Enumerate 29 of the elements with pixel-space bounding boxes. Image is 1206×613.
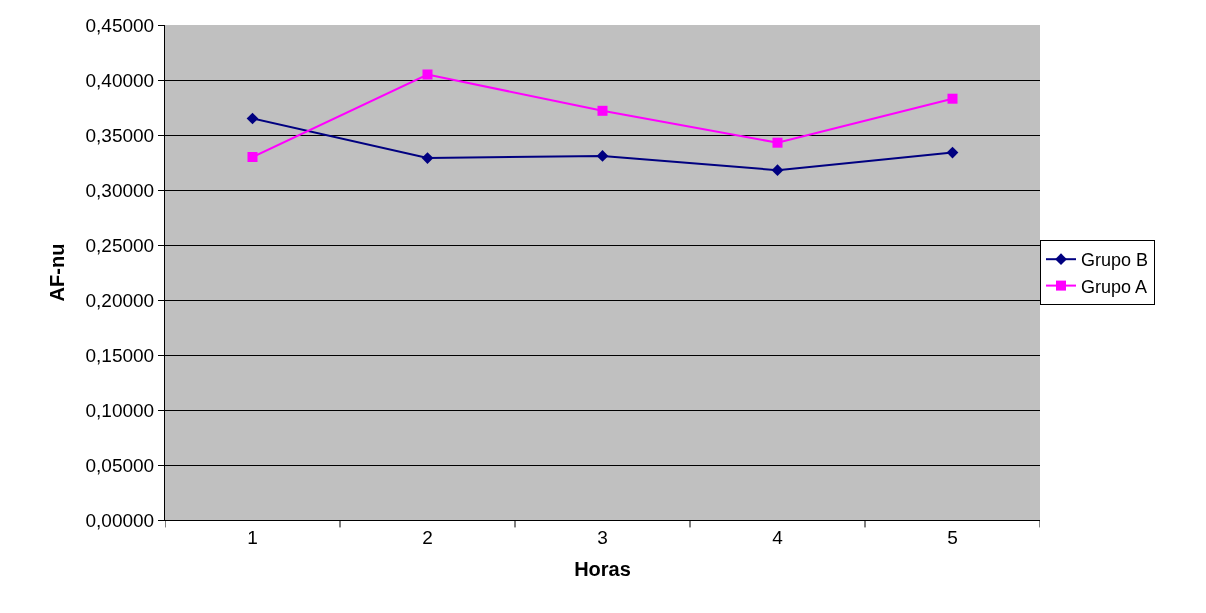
y-tick-label: 0,20000	[85, 289, 155, 311]
point	[246, 112, 259, 125]
y-tick-label: 0,25000	[85, 234, 155, 256]
x-tick-label: 1	[247, 526, 258, 548]
x-tick-label: 3	[597, 526, 608, 548]
y-axis-title: AF-nu	[46, 243, 69, 302]
y-tick-label: 0,30000	[85, 179, 155, 201]
point	[946, 146, 959, 159]
point	[421, 152, 434, 164]
legend-label: Grupo A	[1081, 276, 1148, 297]
point	[597, 105, 608, 116]
x-tick-label: 5	[947, 526, 958, 548]
y-tick-label: 0,10000	[85, 399, 155, 421]
legend-label: Grupo B	[1081, 250, 1149, 271]
point	[771, 164, 784, 177]
y-tick-label: 0,00000	[85, 509, 155, 531]
point	[247, 152, 258, 162]
x-axis-title: Horas	[574, 558, 631, 581]
point	[596, 150, 609, 162]
y-tick-label: 0,40000	[85, 69, 155, 91]
y-tick-label: 0,05000	[85, 454, 155, 476]
point	[772, 137, 783, 148]
y-tick-label: 0,15000	[85, 344, 155, 366]
point	[947, 93, 958, 104]
x-tick-label: 4	[772, 526, 784, 548]
y-tick-label: 0,35000	[85, 124, 155, 146]
point	[422, 69, 433, 80]
x-tick-label: 2	[422, 526, 433, 548]
y-tick-label: 0,45000	[85, 14, 155, 36]
